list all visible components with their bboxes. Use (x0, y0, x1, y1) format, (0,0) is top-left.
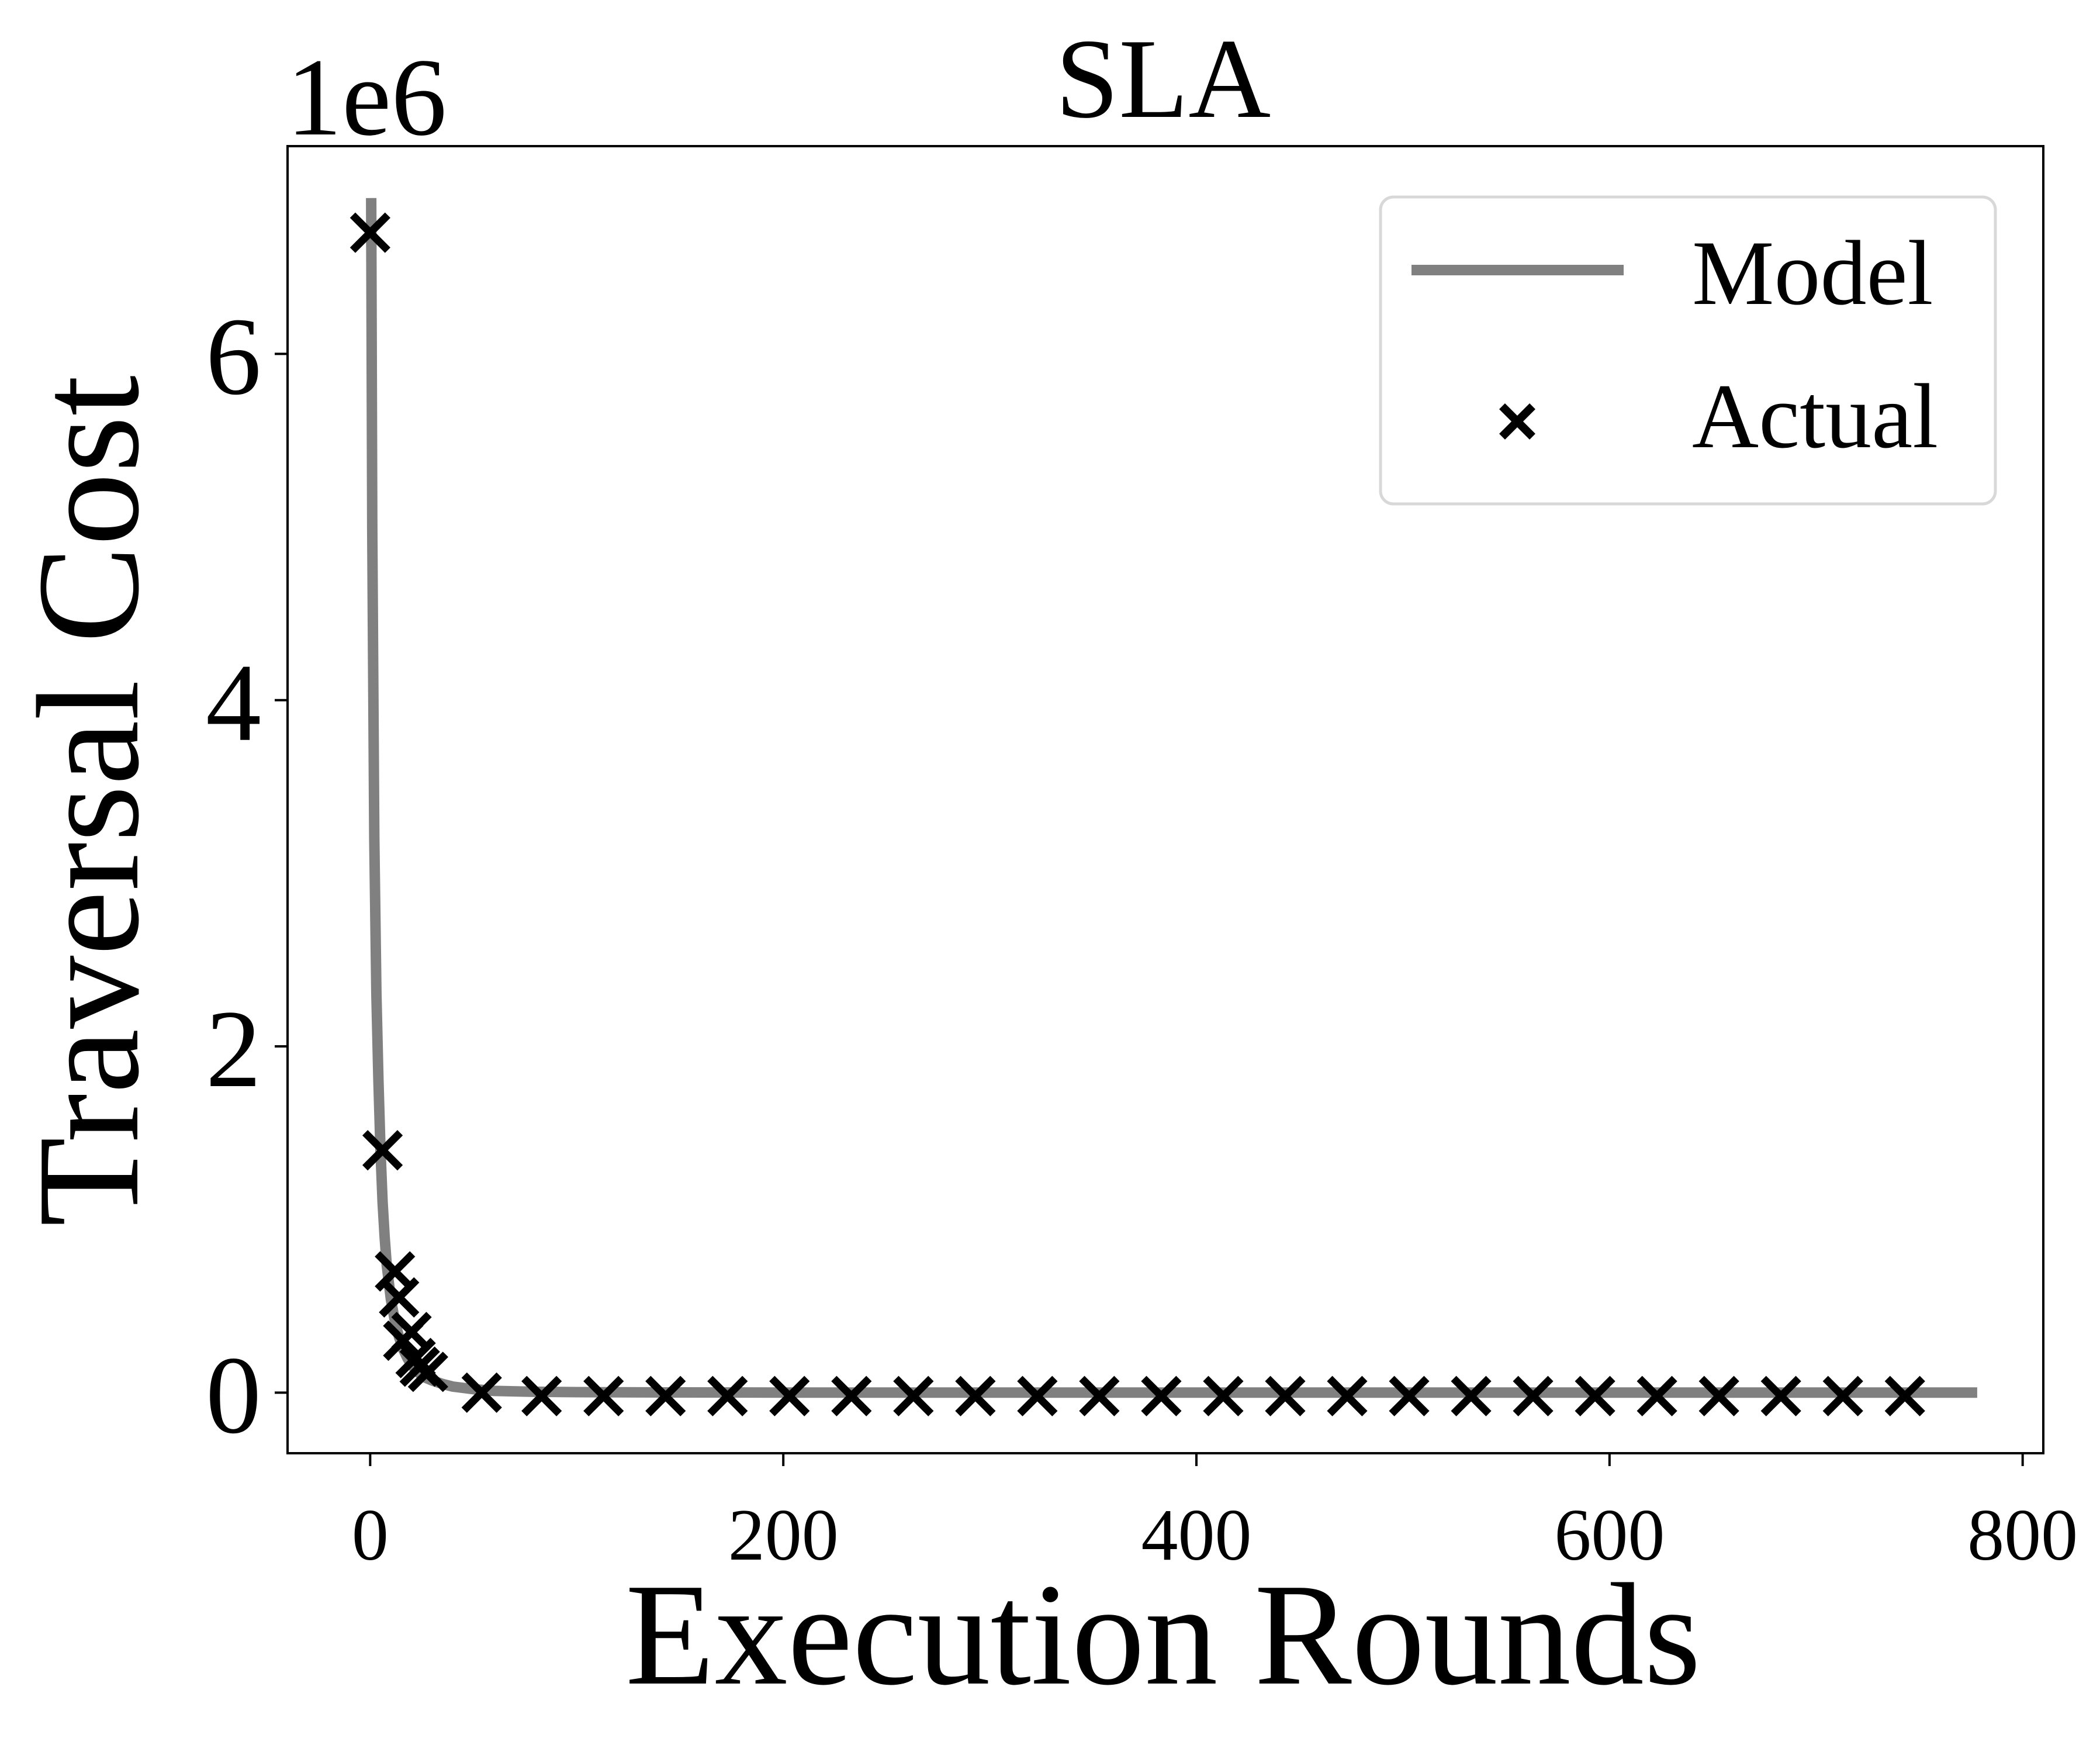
legend-actual-label: Actual (1692, 365, 1938, 468)
y-tick-label: 0 (206, 1334, 261, 1457)
actual-point-marker (1822, 1375, 1863, 1416)
plot-frame (286, 145, 2044, 1454)
plot-area (350, 198, 1977, 1416)
actual-point-marker (1760, 1375, 1801, 1416)
y-tick-label: 2 (206, 988, 261, 1111)
x-tick-label: 800 (1967, 1495, 2078, 1576)
actual-point-marker (362, 1130, 403, 1171)
chart-title: SLA (1056, 16, 1271, 142)
actual-point-marker (1389, 1375, 1430, 1416)
actual-point-marker (893, 1375, 934, 1416)
x-tick-label: 200 (728, 1495, 839, 1576)
x-axis-label: Execution Rounds (625, 1554, 1701, 1716)
x-axis-ticks: 0 200 400 600 800 (352, 1453, 2078, 1576)
actual-point-marker (1203, 1375, 1244, 1416)
y-axis-multiplier: 1e6 (286, 36, 447, 159)
y-axis-label: Traversal Cost (8, 375, 169, 1226)
actual-point-marker (379, 1277, 420, 1318)
legend-actual-marker (1499, 403, 1535, 440)
actual-point-marker (1451, 1375, 1492, 1416)
actual-point-marker (645, 1375, 686, 1416)
actual-point-marker (707, 1375, 748, 1416)
actual-point-marker (583, 1375, 624, 1416)
actual-point-marker (1079, 1375, 1120, 1416)
actual-point-marker (407, 1352, 448, 1392)
actual-point-marker (521, 1375, 562, 1416)
actual-point-marker (1637, 1375, 1677, 1416)
actual-point-marker (1884, 1375, 1925, 1416)
actual-point-marker (1698, 1375, 1739, 1416)
legend-model-label: Model (1692, 222, 1933, 324)
actual-point-marker (1017, 1375, 1058, 1416)
actual-point-marker (831, 1375, 872, 1416)
actual-point-marker (769, 1375, 810, 1416)
actual-point-marker (955, 1375, 996, 1416)
actual-point-marker (1513, 1375, 1554, 1416)
x-tick-label: 600 (1554, 1495, 1665, 1576)
legend: Model Actual (1379, 195, 1997, 506)
actual-point-marker (461, 1372, 502, 1413)
actual-point-marker (1575, 1375, 1615, 1416)
actual-point-marker (1327, 1375, 1368, 1416)
x-tick-label: 0 (352, 1495, 389, 1576)
y-axis-ticks: 0 2 4 6 (206, 295, 288, 1457)
y-tick-label: 4 (206, 642, 261, 765)
x-tick-label: 400 (1141, 1495, 1252, 1576)
actual-point-marker (350, 212, 390, 253)
actual-point-marker (1141, 1375, 1182, 1416)
y-tick-label: 6 (206, 295, 261, 418)
actual-point-marker (1265, 1375, 1306, 1416)
